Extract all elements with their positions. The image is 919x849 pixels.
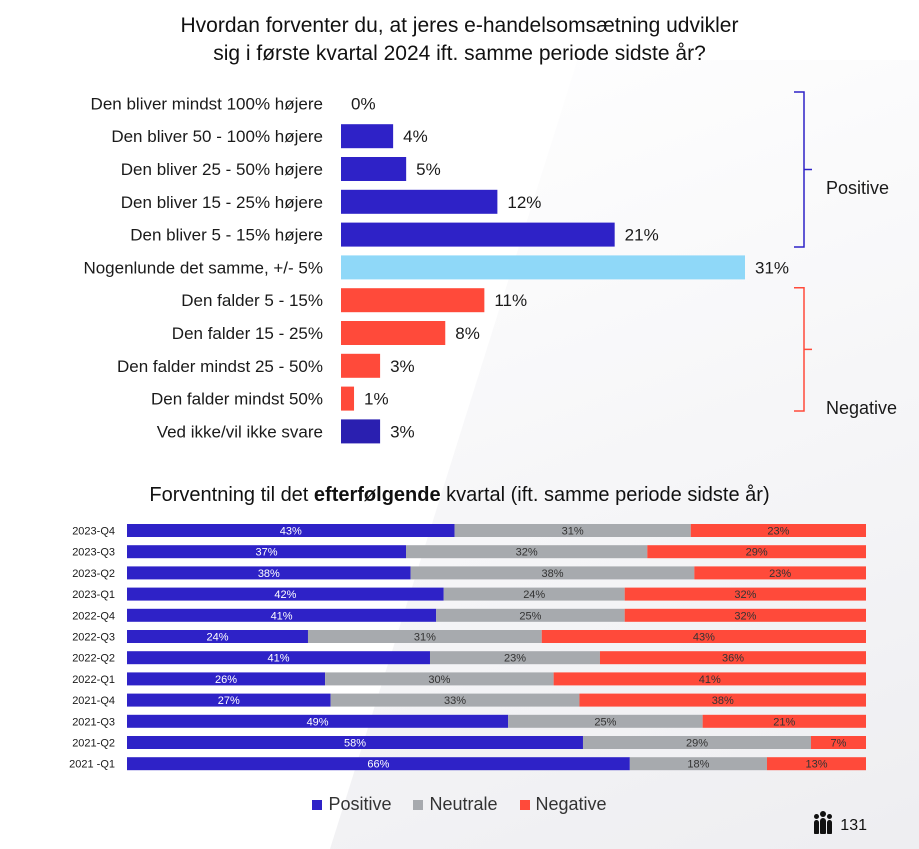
segment-positive-2021-q4 <box>127 693 331 707</box>
value-label-den-falder-mindst-50: 1% <box>364 390 389 409</box>
bar-den-bliver-50-100-h-jere <box>341 124 394 149</box>
segment-positive-2022-q3 <box>127 630 308 643</box>
value-label-den-bliver-25-50-h-jere: 5% <box>416 160 441 179</box>
segment-positive-2023-q2 <box>127 566 411 580</box>
segment-label-positive-2021-q3: 49% <box>307 716 329 728</box>
period-label-2023-q4: 2023-Q4 <box>72 526 115 538</box>
segment-label-positive-2022-q1: 26% <box>215 674 237 686</box>
segment-positive-2022-q4 <box>127 608 437 622</box>
group-label-positive: Positive <box>826 178 889 198</box>
value-label-den-falder-5-15: 11% <box>494 291 527 310</box>
stacked-chart-title-post: kvartal (ift. samme periode sidste år) <box>440 484 770 506</box>
segment-positive-2023-q3 <box>127 545 407 559</box>
period-label-2021-q2: 2021-Q2 <box>72 738 115 750</box>
category-label-den-bliver-25-50-h-jere: Den bliver 25 - 50% højere <box>121 160 323 179</box>
period-label-2022-q1: 2022-Q1 <box>72 674 115 686</box>
legend-item-negative: Negative <box>519 794 607 815</box>
value-label-den-bliver-5-15-h-jere: 21% <box>625 226 659 245</box>
segment-label-positive-2022-q3: 24% <box>206 632 228 644</box>
category-label-nogenlunde-det-samme-5: Nogenlunde det samme, +/- 5% <box>83 258 323 277</box>
period-label-2021-q4: 2021-Q4 <box>72 695 115 707</box>
period-label-2022-q4: 2022-Q4 <box>72 610 115 622</box>
bar-den-falder-5-15 <box>341 288 485 313</box>
page-number: 131 <box>814 811 867 835</box>
stacked-chart-title: Forventning til det efterfølgende kvarta… <box>0 484 919 507</box>
segment-label-positive-2021-q4: 27% <box>218 695 240 707</box>
category-label-den-bliver-15-25-h-jere: Den bliver 15 - 25% højere <box>121 193 323 212</box>
category-label-den-bliver-50-100-h-jere: Den bliver 50 - 100% højere <box>111 127 323 146</box>
bar-den-falder-mindst-25-50 <box>341 353 381 378</box>
category-label-den-falder-5-15: Den falder 5 - 15% <box>181 291 323 310</box>
segment-label-positive-2023-q4: 43% <box>280 526 302 538</box>
bar-den-falder-mindst-50 <box>341 386 355 411</box>
period-label-2023-q1: 2023-Q1 <box>72 589 115 601</box>
people-icon <box>814 811 833 834</box>
value-label-den-falder-mindst-25-50: 3% <box>390 357 415 376</box>
bar-den-bliver-25-50-h-jere <box>341 157 407 181</box>
value-label-den-bliver-15-25-h-jere: 12% <box>507 193 541 212</box>
segment-label-positive-2022-q4: 41% <box>271 610 293 622</box>
segment-positive-2022-q1 <box>127 672 326 686</box>
chart-title-line2: sig i første kvartal 2024 ift. samme per… <box>213 42 706 65</box>
period-label-2023-q2: 2023-Q2 <box>72 568 115 580</box>
category-label-den-bliver-5-15-h-jere: Den bliver 5 - 15% højere <box>130 226 323 245</box>
bar-den-falder-15-25 <box>341 321 446 345</box>
value-label-den-falder-15-25: 8% <box>455 324 480 343</box>
legend-item-neutral: Neutrale <box>413 794 498 815</box>
value-label-den-bliver-50-100-h-jere: 4% <box>403 127 428 146</box>
legend-swatch-neutral <box>413 799 424 810</box>
segment-positive-2023-q4 <box>127 524 455 537</box>
stacked-chart-title-pre: Forventning til det <box>149 484 314 506</box>
period-label-2023-q3: 2023-Q3 <box>72 547 115 559</box>
segment-label-positive-2023-q2: 38% <box>258 568 280 580</box>
period-label-2021-q1: 2021 -Q1 <box>69 759 115 771</box>
page-number-label: 131 <box>840 817 867 834</box>
value-label-den-bliver-mindst-100-h-jere: 0% <box>351 94 376 113</box>
segment-label-positive-2023-q1: 42% <box>274 589 296 601</box>
category-label-den-falder-mindst-50: Den falder mindst 50% <box>151 390 323 409</box>
legend: Positive Neutrale Negative <box>0 794 919 815</box>
value-label-nogenlunde-det-samme-5: 31% <box>755 258 789 277</box>
legend-swatch-positive <box>312 799 323 810</box>
chart-title-line1: Hvordan forventer du, at jeres e-handels… <box>180 14 739 37</box>
category-label-ved-ikke-vil-ikke-svare: Ved ikke/vil ikke svare <box>157 422 323 441</box>
segment-label-positive-2022-q2: 41% <box>267 653 289 665</box>
distribution-bar-chart: Den bliver mindst 100% højere 0% Den blive… <box>83 91 897 444</box>
period-label-2021-q3: 2021-Q3 <box>72 716 115 728</box>
bar-den-bliver-5-15-h-jere <box>341 222 615 247</box>
stacked-chart-title-bold: efterfølgende <box>313 484 441 506</box>
segment-positive-2023-q1 <box>127 587 444 601</box>
category-label-den-falder-15-25: Den falder 15 - 25% <box>172 324 323 343</box>
category-label-den-bliver-mindst-100-h-jere: Den bliver mindst 100% højere <box>91 94 323 113</box>
bar-nogenlunde-det-samme-5 <box>341 255 745 280</box>
bracket-negative <box>794 287 812 412</box>
value-label-ved-ikke-vil-ikke-svare: 3% <box>390 422 415 441</box>
legend-item-positive: Positive <box>312 794 391 815</box>
segment-label-positive-2023-q3: 37% <box>255 547 277 559</box>
legend-label-positive: Positive <box>328 794 392 814</box>
chart-title: Hvordan forventer du, at jeres e-handels… <box>0 12 919 68</box>
group-label-negative: Negative <box>826 398 897 418</box>
legend-swatch-negative <box>519 799 530 810</box>
bracket-positive <box>794 91 812 248</box>
bar-den-bliver-15-25-h-jere <box>341 189 498 214</box>
bar-ved-ikke-vil-ikke-svare <box>341 419 381 444</box>
segment-positive-2022-q2 <box>127 651 430 665</box>
period-label-2022-q3: 2022-Q3 <box>72 632 115 644</box>
legend-label-neutral: Neutrale <box>429 794 498 814</box>
legend-label-negative: Negative <box>535 794 607 814</box>
period-label-2022-q2: 2022-Q2 <box>72 653 115 665</box>
category-label-den-falder-mindst-25-50: Den falder mindst 25 - 50% <box>117 357 323 376</box>
